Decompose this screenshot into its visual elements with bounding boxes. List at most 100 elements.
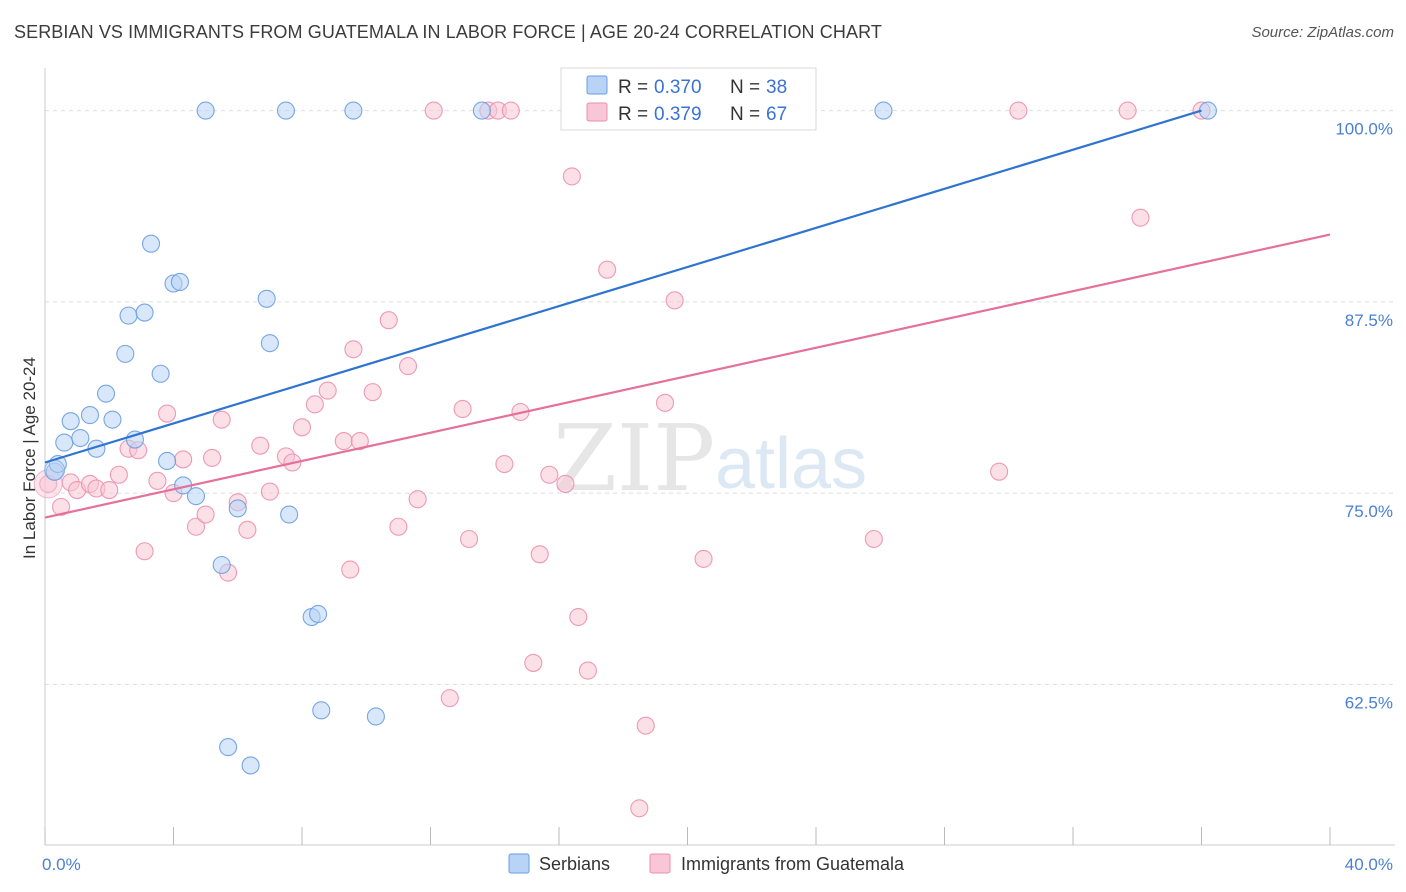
point-serbians-31 — [312, 701, 331, 720]
trend-lines — [44, 109, 1331, 519]
point-guatemala-45 — [501, 101, 520, 120]
point-serbians-20 — [196, 101, 215, 120]
point-serbians-34 — [472, 101, 491, 120]
point-guatemala-57 — [655, 393, 675, 412]
point-serbians-13 — [141, 234, 161, 253]
point-guatemala-1 — [52, 497, 71, 516]
chart-title: SERBIAN VS IMMIGRANTS FROM GUATEMALA IN … — [14, 22, 882, 42]
point-guatemala-60 — [694, 549, 713, 568]
trend-line-guatemala — [44, 233, 1331, 519]
point-guatemala-21 — [238, 520, 257, 539]
legend-r-label-guatemala: R = — [618, 104, 648, 125]
point-guatemala-31 — [344, 340, 363, 359]
point-serbians-26 — [260, 334, 279, 353]
point-guatemala-58 — [665, 291, 684, 310]
point-guatemala-35 — [389, 517, 408, 536]
point-guatemala-11 — [148, 471, 167, 490]
legend-n-value-serbians: 38 — [766, 77, 787, 98]
bottom-legend-label-guatemala: Immigrants from Guatemala — [681, 854, 905, 874]
point-guatemala-65 — [1131, 208, 1150, 227]
point-guatemala-14 — [174, 450, 193, 469]
point-serbians-30 — [309, 604, 328, 624]
point-guatemala-52 — [569, 607, 588, 627]
grid-lines — [45, 110, 1395, 685]
point-serbians-32 — [344, 101, 363, 120]
point-serbians-17 — [170, 272, 189, 292]
trend-line-serbians — [44, 109, 1202, 464]
point-guatemala-7 — [109, 465, 128, 484]
legend-n-label-guatemala: N = — [730, 104, 760, 125]
point-guatemala-64 — [1118, 101, 1137, 120]
point-guatemala-41 — [459, 529, 479, 549]
axes — [44, 68, 1395, 846]
legend-r-label-serbians: R = — [618, 77, 648, 98]
point-serbians-28 — [280, 505, 299, 524]
point-serbians-21 — [212, 555, 231, 575]
point-serbians-23 — [228, 499, 247, 518]
point-serbians-15 — [158, 451, 177, 471]
point-serbians-9 — [116, 344, 135, 363]
point-serbians-14 — [151, 364, 170, 383]
point-guatemala-28 — [318, 381, 337, 400]
point-guatemala-34 — [379, 311, 398, 330]
point-guatemala-40 — [453, 399, 472, 419]
point-serbians-19 — [186, 487, 206, 506]
legend: R = 0.370 N = 38 R = 0.379 N = 67 — [560, 67, 817, 131]
y-axis-title: In Labor Force | Age 20-24 — [20, 357, 39, 559]
legend-swatch-serbians — [586, 75, 608, 95]
point-guatemala-30 — [341, 560, 360, 579]
point-guatemala-62 — [990, 462, 1009, 481]
legend-n-value-guatemala: 67 — [766, 104, 787, 125]
point-guatemala-10 — [135, 542, 154, 561]
point-guatemala-50 — [556, 474, 575, 493]
x-tick-label-1: 40.0% — [1345, 855, 1393, 874]
tick-labels: 100.0% 87.5% 75.0% 62.5% 0.0% 40.0% — [42, 120, 1393, 874]
point-serbians-5 — [80, 406, 100, 425]
point-serbians-27 — [276, 101, 295, 120]
chart-source: Source: ZipAtlas.com — [1251, 24, 1394, 41]
point-guatemala-63 — [1009, 101, 1028, 120]
point-serbians-3 — [61, 412, 80, 431]
point-guatemala-53 — [578, 661, 597, 680]
point-guatemala-6 — [100, 480, 119, 500]
point-guatemala-39 — [440, 689, 459, 708]
point-serbians-24 — [241, 756, 260, 775]
point-guatemala-22 — [251, 436, 270, 455]
bottom-legend-label-serbians: Serbians — [539, 854, 610, 874]
point-guatemala-29 — [334, 432, 353, 451]
point-guatemala-61 — [864, 529, 883, 549]
point-serbians-37 — [1198, 101, 1217, 120]
watermark: ZIP atlas — [553, 405, 867, 512]
point-guatemala-48 — [530, 545, 549, 564]
point-guatemala-47 — [524, 653, 543, 672]
series-serbians — [44, 101, 1217, 775]
point-guatemala-17 — [203, 448, 222, 467]
point-guatemala-36 — [398, 357, 418, 376]
bottom-legend: Serbians Immigrants from Guatemala — [508, 853, 905, 874]
x-tick-label-0: 0.0% — [42, 855, 81, 874]
y-tick-label-2: 75.0% — [1345, 502, 1393, 521]
point-guatemala-16 — [196, 505, 215, 524]
point-guatemala-44 — [495, 454, 514, 474]
point-guatemala-51 — [562, 167, 581, 186]
point-guatemala-56 — [636, 716, 655, 735]
point-serbians-22 — [219, 738, 238, 757]
legend-swatch-guatemala — [586, 102, 608, 122]
bottom-legend-swatch-guatemala — [649, 853, 671, 874]
watermark-zip: ZIP — [553, 405, 715, 512]
point-serbians-10 — [119, 306, 138, 325]
point-serbians-25 — [257, 289, 276, 308]
watermark-atlas: atlas — [715, 424, 867, 504]
legend-n-label-serbians: N = — [730, 77, 760, 98]
point-guatemala-32 — [350, 432, 369, 451]
point-serbians-12 — [135, 303, 154, 322]
y-tick-label-3: 62.5% — [1345, 693, 1393, 712]
point-guatemala-12 — [158, 404, 177, 423]
point-guatemala-15 — [186, 517, 206, 536]
point-serbians-cluster — [44, 459, 66, 481]
point-guatemala-26 — [292, 418, 312, 437]
point-guatemala-23 — [260, 482, 279, 501]
point-serbians-4 — [71, 428, 90, 448]
y-tick-label-1: 87.5% — [1345, 311, 1393, 330]
